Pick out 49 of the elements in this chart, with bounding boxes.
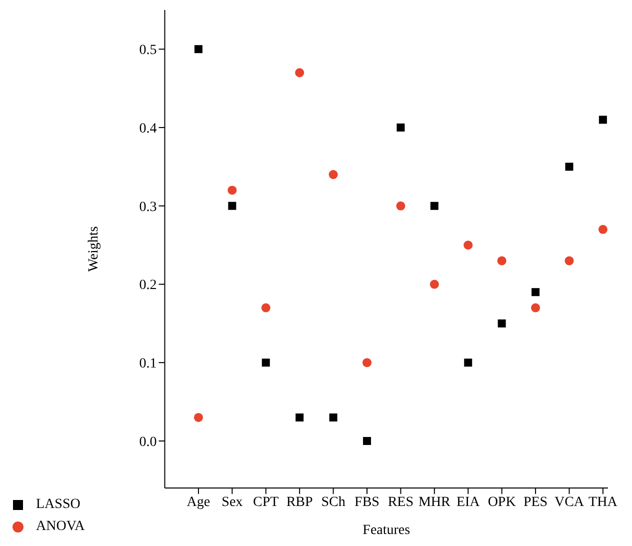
- x-tick-label: THA: [588, 494, 618, 510]
- x-tick-label: Sex: [222, 494, 243, 510]
- point: [194, 412, 203, 422]
- x-tick-label: RES: [388, 494, 414, 510]
- legend-label: ANOVA: [36, 519, 85, 535]
- x-tick-label: RBP: [286, 494, 314, 510]
- y-tick-label: 0.3: [139, 200, 157, 215]
- y-tick-label: 0.1: [139, 356, 157, 372]
- point: [329, 413, 338, 422]
- point: [531, 303, 540, 312]
- point: [497, 256, 506, 266]
- point: [295, 68, 304, 78]
- y-tick-label: 0.2: [139, 278, 157, 294]
- point: [262, 358, 270, 367]
- point: [362, 436, 371, 445]
- y-tick-label: 0.5: [139, 43, 157, 58]
- point: [532, 288, 540, 296]
- point: [598, 116, 607, 124]
- x-tick-label: SCh: [321, 494, 346, 510]
- x-tick-label: FBS: [354, 494, 380, 510]
- x-tick-label: PES: [523, 494, 548, 510]
- y-tick-label: 0.4: [139, 122, 157, 137]
- y-axis-title: Weights: [86, 226, 102, 272]
- point: [194, 45, 202, 54]
- x-axis-title: Features: [362, 523, 410, 538]
- point: [498, 319, 506, 328]
- point: [396, 124, 405, 132]
- legend-label: LASSO: [36, 497, 80, 513]
- point: [396, 201, 406, 210]
- point: [328, 170, 338, 180]
- x-tick-label: OPK: [488, 494, 516, 510]
- point: [228, 186, 237, 195]
- point: [430, 280, 439, 289]
- point: [464, 240, 473, 250]
- x-tick-label: MHR: [418, 494, 452, 510]
- x-tick-label: VCA: [554, 494, 585, 510]
- point: [564, 256, 574, 266]
- point: [362, 358, 372, 368]
- y-tick-label: 0.0: [139, 434, 157, 450]
- point: [228, 202, 236, 210]
- point: [565, 162, 574, 171]
- point: [261, 303, 270, 312]
- point: [598, 224, 608, 234]
- x-tick-label: Age: [186, 494, 210, 510]
- x-tick-label: EIA: [456, 494, 481, 510]
- point: [296, 413, 304, 422]
- x-tick-label: CPT: [253, 494, 280, 510]
- point: [464, 358, 472, 367]
- point: [430, 202, 438, 210]
